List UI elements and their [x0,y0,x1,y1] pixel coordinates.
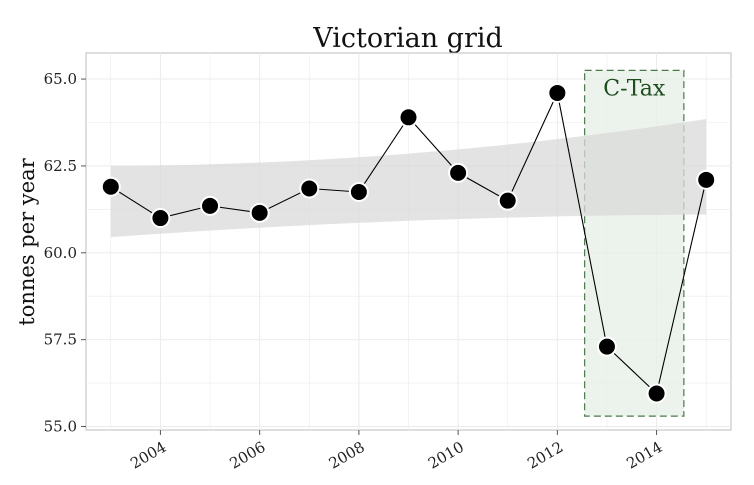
x-tick-label: 2006 [227,438,269,473]
data-point [150,208,171,229]
y-tick-label: 62.5 [44,157,77,175]
data-point [249,202,270,223]
data-point [100,176,121,197]
data-point [646,383,667,404]
data-point [547,82,568,103]
x-tick-label: 2010 [425,438,467,473]
annotation-box [584,69,685,417]
y-tick-label: 55.0 [44,418,77,436]
x-tick-label: 2014 [623,438,665,473]
annotation-label: C-Tax [603,76,666,101]
y-tick-label: 57.5 [44,331,77,349]
y-axis-label: tonnes per year [15,157,39,325]
x-tick-label: 2012 [524,438,566,473]
x-tick-label: 2004 [127,438,169,473]
data-point [200,195,221,216]
chart-title: Victorian grid [312,23,503,54]
y-tick-label: 65.0 [44,70,77,88]
x-tick-label: 2008 [326,438,368,473]
data-point [696,169,717,190]
data-point [497,190,518,211]
data-point [596,336,617,357]
data-point [348,181,369,202]
data-point [299,178,320,199]
plot-area: C-Tax 2004 2006 2008 2010 2012 2014 55.0 57.5 60.… [44,52,732,473]
data-point [398,107,419,128]
y-tick-label: 60.0 [44,244,77,262]
data-point [448,162,469,183]
